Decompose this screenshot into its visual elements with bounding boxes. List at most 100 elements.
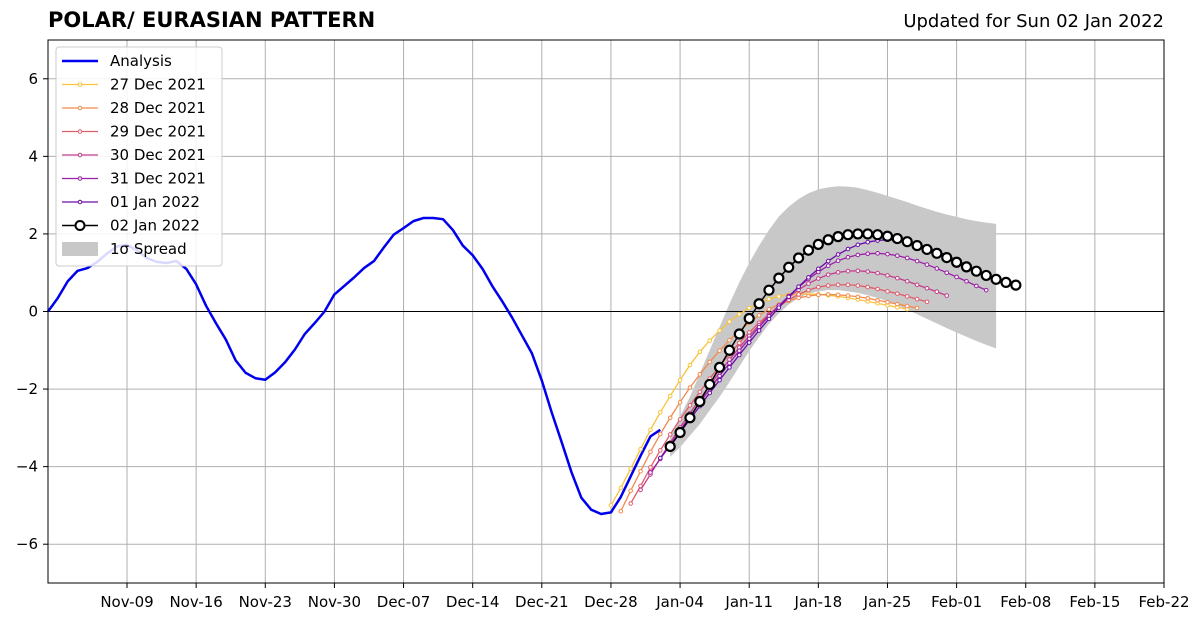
legend-label: 31 Dec 2021 — [110, 170, 206, 188]
data-point — [835, 258, 841, 263]
data-point — [733, 328, 745, 340]
data-point — [737, 340, 742, 346]
data-point — [677, 417, 683, 422]
x-tick-label: Dec-21 — [515, 593, 569, 611]
data-point — [816, 276, 821, 281]
data-point — [865, 296, 871, 301]
data-point — [717, 328, 722, 333]
data-point — [891, 232, 903, 245]
data-point — [895, 253, 900, 258]
data-point — [608, 503, 614, 508]
x-tick-label: Feb-22 — [1138, 593, 1189, 611]
data-point — [776, 294, 782, 299]
data-point — [832, 231, 844, 243]
data-point — [674, 426, 686, 439]
data-point — [727, 365, 732, 370]
data-point — [875, 297, 880, 303]
data-point — [786, 294, 792, 300]
data-point — [677, 377, 683, 383]
data-point — [974, 283, 979, 289]
data-point — [684, 412, 696, 424]
data-point — [737, 352, 742, 358]
data-point — [954, 274, 959, 280]
x-tick-label: Feb-15 — [1069, 593, 1120, 611]
y-tick-label: 0 — [28, 303, 38, 321]
data-point — [835, 282, 841, 288]
data-point — [924, 285, 930, 291]
data-point — [944, 293, 950, 298]
data-point — [746, 305, 752, 311]
x-tick-label: Jan-18 — [794, 593, 843, 611]
data-point — [885, 273, 890, 278]
y-tick-label: −4 — [16, 458, 38, 476]
data-point — [852, 228, 864, 240]
data-point — [667, 393, 673, 399]
data-point — [766, 316, 772, 322]
data-point — [694, 395, 706, 408]
data-point — [980, 269, 992, 282]
data-point — [743, 312, 755, 325]
x-tick-label: Nov-30 — [308, 593, 361, 611]
data-point — [816, 284, 821, 290]
legend-label: 1σ Spread — [110, 240, 187, 258]
data-point — [766, 296, 772, 302]
data-point — [707, 390, 712, 396]
legend: Analysis 27 Dec 2021 28 Dec 2021 29 Dec 202… — [55, 46, 223, 267]
legend-marker — [77, 152, 83, 158]
data-point — [845, 254, 851, 260]
data-point — [885, 299, 890, 305]
data-point — [1010, 279, 1022, 291]
data-point — [687, 362, 693, 368]
data-point — [756, 313, 762, 318]
data-point — [802, 244, 815, 256]
data-point — [697, 349, 703, 355]
data-point — [707, 338, 712, 343]
data-point — [763, 284, 775, 296]
legend-marker — [77, 199, 83, 205]
data-point — [697, 372, 703, 377]
data-point — [687, 385, 693, 390]
data-point — [658, 410, 663, 415]
data-point — [825, 292, 831, 297]
data-point — [737, 311, 742, 317]
data-point — [875, 251, 880, 256]
data-point — [921, 243, 933, 256]
data-point — [924, 299, 930, 305]
data-point — [865, 239, 871, 245]
data-point — [914, 305, 920, 311]
x-tick-label: Jan-25 — [863, 593, 912, 611]
data-point — [895, 275, 900, 281]
data-point — [845, 293, 851, 298]
data-point — [713, 361, 726, 373]
data-point — [904, 255, 910, 261]
data-point — [895, 301, 900, 307]
data-point — [934, 289, 940, 295]
data-point — [983, 287, 989, 293]
x-tick-label: Dec-14 — [446, 593, 500, 611]
data-point — [618, 485, 624, 491]
data-point — [783, 261, 795, 273]
legend-label: 01 Jan 2022 — [110, 193, 200, 211]
x-tick-label: Nov-16 — [169, 593, 222, 611]
data-point — [885, 251, 890, 257]
data-point — [792, 252, 805, 264]
data-point — [806, 293, 811, 299]
series-line — [620, 293, 918, 512]
data-point — [648, 470, 653, 475]
series-line — [630, 284, 928, 504]
data-point — [835, 252, 841, 257]
data-point — [687, 403, 693, 408]
data-point — [806, 275, 811, 280]
data-point — [845, 268, 851, 274]
data-point — [914, 296, 920, 302]
data-point — [766, 306, 772, 312]
x-tick-label: Feb-08 — [1000, 593, 1051, 611]
data-point — [845, 282, 851, 288]
data-point — [717, 373, 722, 379]
data-point — [845, 246, 851, 252]
data-point — [717, 377, 722, 383]
data-point — [658, 455, 663, 461]
data-point — [746, 340, 752, 345]
x-tick-label: Jan-11 — [724, 593, 773, 611]
data-point — [658, 448, 663, 453]
